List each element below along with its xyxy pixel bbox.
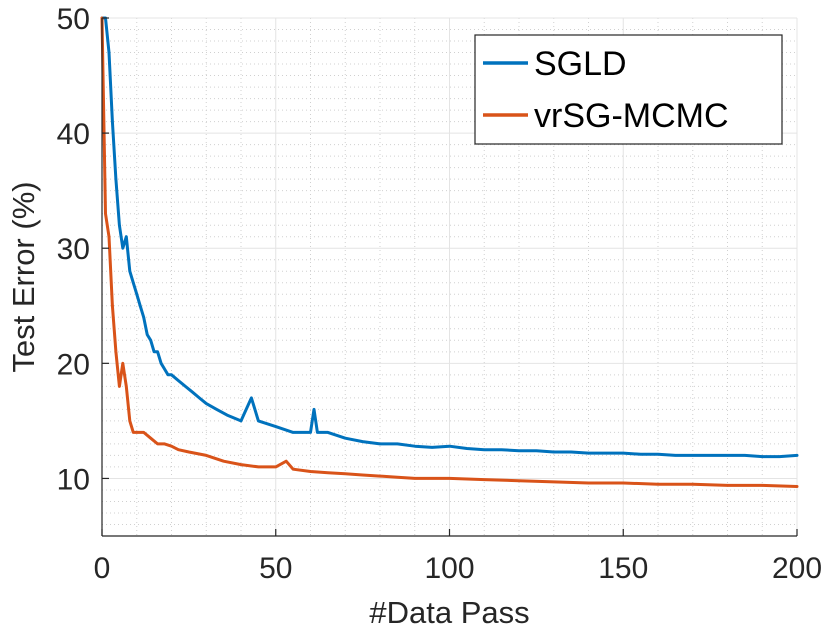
- x-tick-label: 0: [94, 552, 111, 585]
- legend-label-vrsg-mcmc: vrSG-MCMC: [534, 97, 729, 135]
- y-axis-label: Test Error (%): [6, 181, 41, 372]
- legend-label-sgld: SGLD: [534, 45, 627, 83]
- series-line-sgld: [100, 16, 799, 459]
- x-tick-label: 200: [772, 552, 822, 585]
- y-tick-label: 50: [57, 3, 90, 36]
- legend: SGLD vrSG-MCMC: [474, 34, 783, 145]
- series-layer: [100, 16, 799, 488]
- axes: [101, 17, 798, 537]
- series-line-vrsg-mcmc: [100, 16, 799, 488]
- tick-labels: 0 50 100 150 200 10 20 30 40 50: [57, 3, 822, 585]
- x-tick-label: 150: [598, 552, 648, 585]
- y-tick-label: 10: [57, 463, 90, 496]
- x-axis-label: #Data Pass: [369, 595, 529, 630]
- legend-box: [474, 34, 783, 145]
- x-tick-label: 50: [259, 552, 292, 585]
- y-tick-label: 40: [57, 118, 90, 151]
- y-tick-label: 30: [57, 233, 90, 266]
- x-tick-label: 100: [424, 552, 474, 585]
- y-tick-label: 20: [57, 348, 90, 381]
